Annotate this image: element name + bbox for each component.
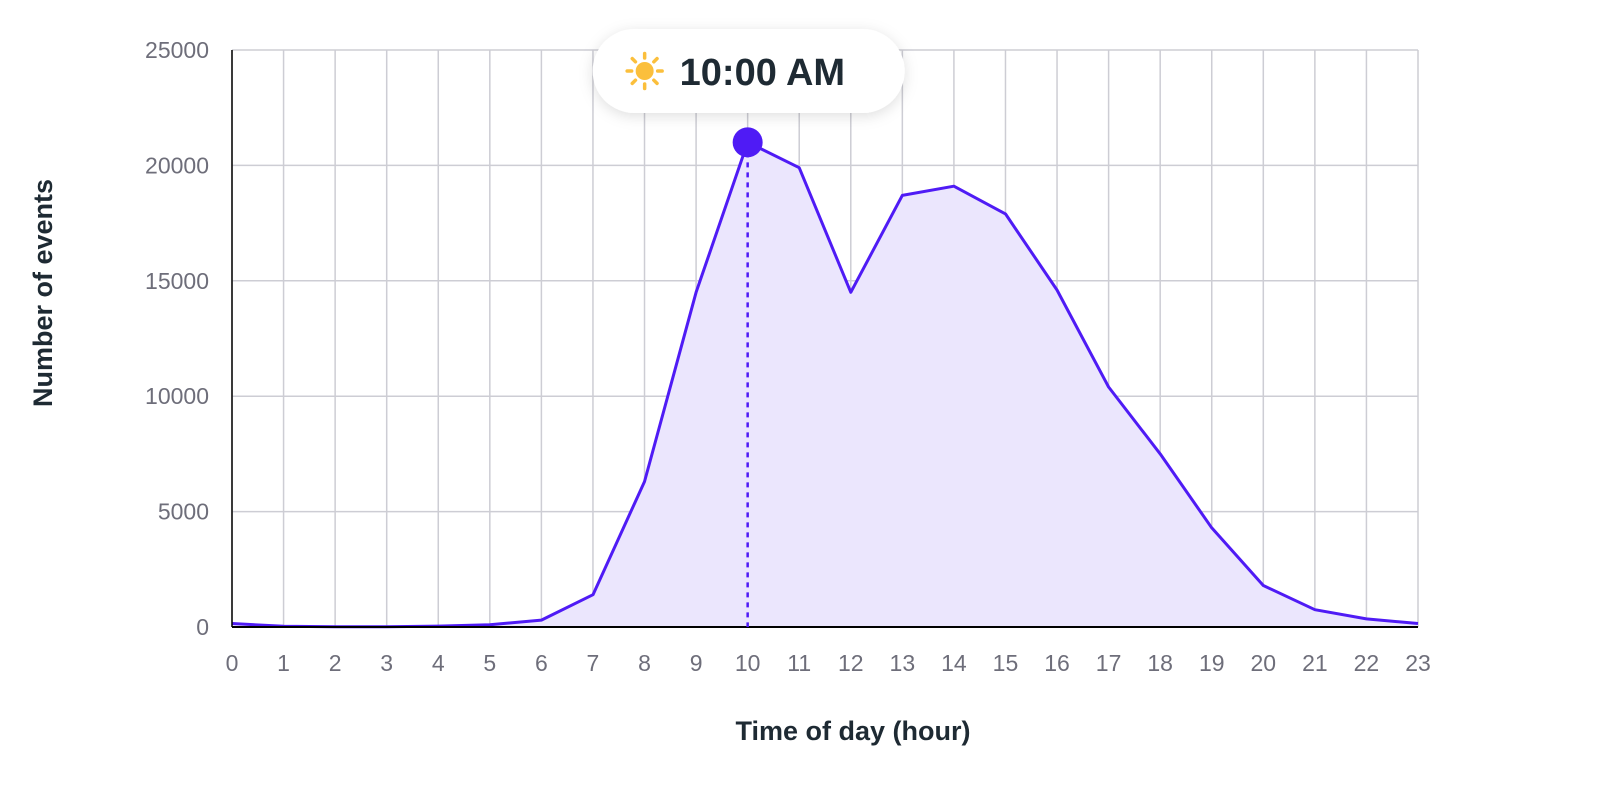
data-point bbox=[1363, 616, 1369, 622]
sun-icon bbox=[625, 51, 664, 91]
data-point bbox=[332, 624, 338, 630]
data-point bbox=[899, 192, 905, 198]
x-tick-label: 15 bbox=[993, 650, 1019, 676]
x-tick-label: 19 bbox=[1199, 650, 1225, 676]
data-point bbox=[281, 623, 287, 629]
axes bbox=[231, 50, 1418, 628]
data-point bbox=[538, 617, 544, 623]
x-tick-label: 23 bbox=[1405, 650, 1431, 676]
tooltip-label: 10:00 AM bbox=[680, 52, 845, 94]
data-point bbox=[1312, 607, 1318, 613]
data-point bbox=[1157, 451, 1163, 457]
x-axis-ticks: 0 1 2 3 4 5 6 7 8 9 10 11 12 13 14 15 16 17 18 19 20 21 22 23 bbox=[226, 650, 1431, 676]
x-tick-label: 7 bbox=[587, 650, 600, 676]
data-point bbox=[229, 621, 235, 627]
y-tick-label: 10000 bbox=[145, 383, 209, 409]
data-point bbox=[1209, 525, 1215, 531]
x-tick-label: 6 bbox=[535, 650, 548, 676]
y-axis-title: Number of events bbox=[28, 179, 58, 407]
x-tick-label: 3 bbox=[380, 650, 393, 676]
tooltip-bubble bbox=[592, 29, 905, 113]
x-tick-label: 0 bbox=[226, 650, 239, 676]
x-tick-label: 22 bbox=[1354, 650, 1380, 676]
tooltip: 10:00 AM bbox=[592, 29, 905, 113]
highlight-marker[interactable] bbox=[732, 127, 763, 158]
y-tick-label: 25000 bbox=[145, 37, 209, 63]
x-tick-label: 20 bbox=[1251, 650, 1277, 676]
x-tick-label: 1 bbox=[277, 650, 290, 676]
x-tick-label: 11 bbox=[787, 650, 811, 676]
x-tick-label: 8 bbox=[638, 650, 651, 676]
data-point bbox=[848, 289, 854, 295]
data-point bbox=[590, 592, 596, 598]
data-point bbox=[1106, 384, 1112, 390]
x-axis-title: Time of day (hour) bbox=[735, 716, 970, 746]
highlight bbox=[732, 127, 763, 627]
y-tick-label: 20000 bbox=[145, 152, 209, 178]
x-tick-label: 18 bbox=[1147, 650, 1173, 676]
data-point bbox=[1260, 582, 1266, 588]
plot-area bbox=[231, 140, 1419, 629]
x-tick-label: 16 bbox=[1044, 650, 1070, 676]
x-tick-label: 13 bbox=[890, 650, 916, 676]
data-point bbox=[642, 479, 648, 485]
data-point bbox=[435, 623, 441, 629]
y-tick-label: 15000 bbox=[145, 268, 209, 294]
x-tick-label: 12 bbox=[838, 650, 864, 676]
x-tick-label: 5 bbox=[483, 650, 496, 676]
data-point bbox=[796, 165, 802, 171]
data-point bbox=[1002, 211, 1008, 217]
y-tick-label: 0 bbox=[196, 614, 209, 640]
x-tick-label: 21 bbox=[1302, 650, 1328, 676]
x-tick-label: 4 bbox=[432, 650, 445, 676]
y-tick-label: 5000 bbox=[158, 499, 209, 525]
data-point bbox=[693, 289, 699, 295]
x-tick-label: 17 bbox=[1096, 650, 1122, 676]
x-tick-label: 2 bbox=[329, 650, 342, 676]
data-point bbox=[487, 622, 493, 628]
data-point bbox=[1054, 287, 1060, 293]
data-point bbox=[384, 624, 390, 630]
x-tick-label: 14 bbox=[941, 650, 967, 676]
x-tick-label: 10 bbox=[735, 650, 761, 676]
data-point bbox=[1415, 621, 1421, 627]
x-tick-label: 9 bbox=[690, 650, 703, 676]
area-fill bbox=[232, 142, 1418, 628]
y-axis-ticks: 0 5000 10000 15000 20000 25000 bbox=[145, 37, 209, 640]
data-point bbox=[951, 183, 957, 189]
